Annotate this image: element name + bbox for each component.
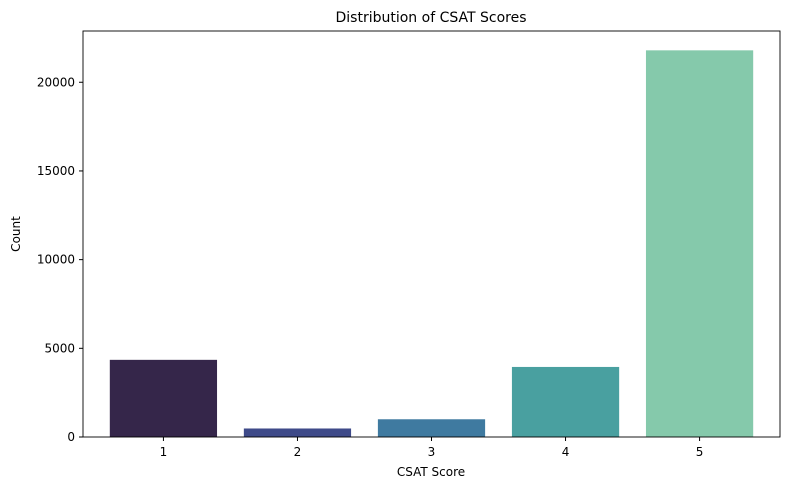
x-axis-label: CSAT Score xyxy=(397,465,465,479)
x-tick-label: 5 xyxy=(696,445,704,459)
bar-score-1 xyxy=(109,359,218,437)
y-tick-label: 5000 xyxy=(44,341,75,355)
y-axis-ticks: 0 5000 10000 15000 20000 xyxy=(37,75,83,444)
plot-frame xyxy=(82,30,781,438)
x-axis-ticks: 1 2 3 4 5 xyxy=(160,437,704,459)
chart-title: Distribution of CSAT Scores xyxy=(336,10,527,26)
y-tick-label: 20000 xyxy=(37,75,75,89)
x-tick-label: 4 xyxy=(562,445,570,459)
y-tick-label: 0 xyxy=(67,430,75,444)
y-tick-label: 15000 xyxy=(37,164,75,178)
y-tick-label: 10000 xyxy=(37,253,75,267)
bar-score-5 xyxy=(645,50,754,437)
bar-score-4 xyxy=(511,366,620,437)
bars-layer xyxy=(109,50,754,437)
bar-score-3 xyxy=(377,419,486,437)
x-tick-label: 3 xyxy=(428,445,436,459)
x-tick-label: 1 xyxy=(160,445,168,459)
x-tick-label: 2 xyxy=(294,445,302,459)
bar-score-2 xyxy=(243,428,352,437)
y-axis-label: Count xyxy=(9,216,23,252)
